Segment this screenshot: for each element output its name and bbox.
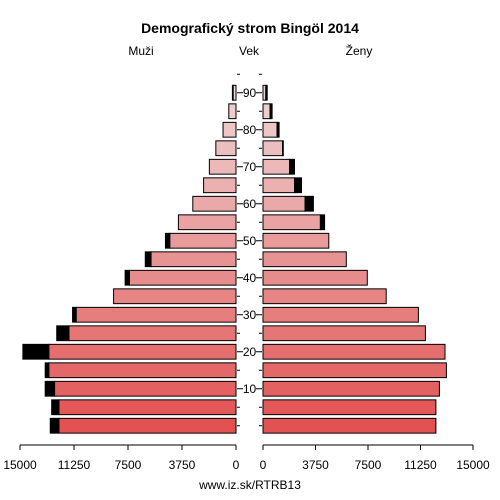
- female-bar-80-84: [262, 121, 278, 138]
- female-excess-bar-90-94: [265, 84, 268, 101]
- left-x-tick-label: 11250: [58, 458, 91, 472]
- female-excess-bar-55-59: [319, 214, 326, 231]
- male-bar-45-49: [150, 251, 237, 268]
- female-excess-bar-70-74: [289, 158, 296, 175]
- right-x-tick-label: 0: [260, 458, 267, 472]
- female-bar-15-19: [262, 362, 447, 379]
- male-bar-55-59: [177, 214, 237, 231]
- left-x-tick-label: 15000: [3, 458, 37, 472]
- female-bar-85-89: [262, 103, 271, 120]
- female-excess-bar-85-89: [269, 103, 273, 120]
- age-tick-label: 20: [243, 345, 257, 359]
- left-x-tick-label: 3750: [169, 458, 196, 472]
- female-bar-20-24: [262, 343, 446, 360]
- female-bar-50-54: [262, 232, 330, 249]
- male-bar-10-14: [54, 380, 237, 397]
- female-bar-70-74: [262, 158, 291, 175]
- left-x-tick-label: 0: [233, 458, 240, 472]
- female-bar-5-9: [262, 399, 437, 416]
- female-bar-25-29: [262, 325, 426, 342]
- female-bar-10-14: [262, 380, 440, 397]
- female-bar-35-39: [262, 288, 387, 305]
- female-bar-45-49: [262, 251, 347, 268]
- right-x-tick-label: 15000: [456, 458, 490, 472]
- male-bar-65-69: [203, 177, 237, 194]
- chart-title: Demografický strom Bingöl 2014: [141, 20, 359, 36]
- male-excess-bar-40-44: [124, 269, 130, 286]
- age-tick-label: 60: [243, 197, 257, 211]
- female-bar-60-64: [262, 195, 306, 212]
- male-excess-bar-90-94: [231, 84, 234, 101]
- female-excess-bar-75-79: [282, 140, 284, 157]
- male-bar-20-24: [48, 343, 237, 360]
- male-excess-bar-5-9: [51, 399, 60, 416]
- male-bar-60-64: [192, 195, 237, 212]
- age-tick-label: 40: [243, 271, 257, 285]
- male-excess-bar-50-54: [164, 232, 171, 249]
- female-excess-bar-80-84: [276, 121, 280, 138]
- female-excess-bar-65-69: [294, 177, 302, 194]
- male-bar-80-84: [222, 121, 237, 138]
- age-tick-label: 10: [243, 382, 257, 396]
- left-series-label: Muži: [128, 44, 153, 58]
- right-x-tick-label: 11250: [404, 458, 437, 472]
- male-bar-5-9: [58, 399, 237, 416]
- male-excess-bar-30-34: [72, 306, 77, 323]
- male-bar-70-74: [208, 158, 237, 175]
- male-bar-0-4: [58, 417, 237, 434]
- male-bar-85-89: [228, 103, 237, 120]
- age-tick-label: 80: [243, 123, 257, 137]
- female-bar-0-4: [262, 417, 437, 434]
- right-x-tick-label: 7500: [355, 458, 382, 472]
- female-excess-bar-60-64: [304, 195, 314, 212]
- axes: 15000 11250 7500 3750 0 0 3750 7500 11250 15000 10…: [3, 73, 490, 472]
- female-bars: [262, 84, 447, 434]
- female-bar-30-34: [262, 306, 419, 323]
- male-bar-75-79: [215, 140, 237, 157]
- footer-credit: www.iz.sk/RTRB13: [198, 478, 301, 492]
- age-tick-label: 30: [243, 308, 257, 322]
- male-bars: [22, 84, 237, 434]
- right-series-label: Ženy: [346, 43, 373, 58]
- male-bar-40-44: [128, 269, 237, 286]
- age-tick-label: 50: [243, 234, 257, 248]
- center-axis-label: Vek: [239, 44, 260, 58]
- male-excess-bar-25-29: [56, 325, 70, 342]
- age-tick-label: 70: [243, 160, 257, 174]
- male-bar-15-19: [48, 362, 237, 379]
- male-excess-bar-45-49: [144, 251, 152, 268]
- right-x-tick-label: 3750: [302, 458, 329, 472]
- male-bar-25-29: [68, 325, 237, 342]
- female-bar-55-59: [262, 214, 321, 231]
- female-bar-40-44: [262, 269, 368, 286]
- left-x-tick-label: 7500: [115, 458, 142, 472]
- male-excess-bar-15-19: [44, 362, 50, 379]
- male-bar-35-39: [113, 288, 237, 305]
- male-bar-50-54: [169, 232, 237, 249]
- age-tick-label: 90: [243, 86, 257, 100]
- male-bar-30-34: [75, 306, 237, 323]
- male-excess-bar-0-4: [49, 417, 60, 434]
- female-bar-75-79: [262, 140, 284, 157]
- male-excess-bar-10-14: [44, 380, 56, 397]
- male-excess-bar-20-24: [22, 343, 50, 360]
- female-bar-65-69: [262, 177, 295, 194]
